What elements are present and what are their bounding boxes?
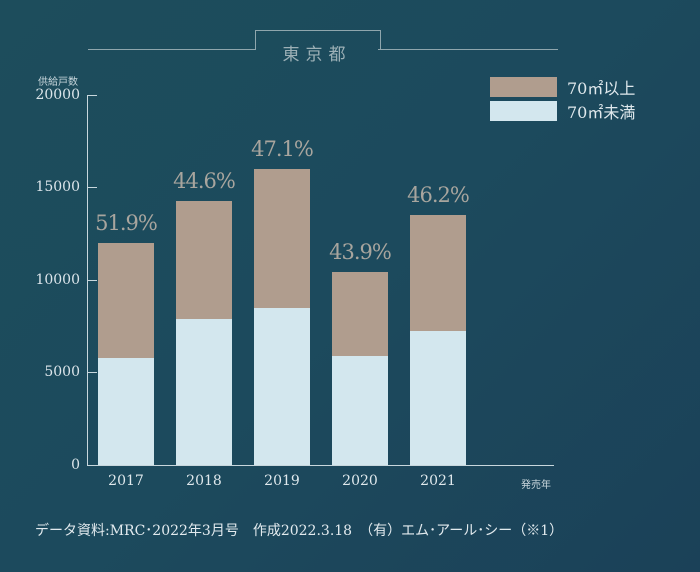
y-tick — [87, 280, 97, 281]
bar-2020 — [332, 272, 388, 465]
legend: 70㎡以上 70㎡未満 — [490, 75, 635, 123]
title-divider-left — [88, 49, 256, 50]
bar-2017 — [98, 243, 154, 465]
chart-title: 東京都 — [282, 45, 352, 65]
bar-segment-under-70 — [98, 358, 154, 465]
legend-swatch-under-70 — [490, 101, 557, 121]
legend-swatch-over-70 — [490, 77, 557, 97]
x-axis-label: 発売年 — [521, 480, 551, 491]
y-tick-label: 5000 — [44, 364, 80, 380]
legend-item-under-70: 70㎡未満 — [490, 99, 635, 123]
bar-segment-under-70 — [176, 318, 232, 465]
bar-segment-over-70 — [332, 272, 388, 357]
percentage-label: 47.1% — [251, 137, 314, 161]
bar-segment-over-70 — [98, 243, 154, 359]
y-tick-label: 10000 — [35, 272, 80, 288]
bar-segment-under-70 — [410, 331, 466, 465]
bar-2018 — [176, 201, 232, 465]
title-box — [255, 30, 381, 50]
x-tick-label: 2018 — [186, 473, 222, 489]
y-tick-label: 0 — [71, 457, 80, 473]
percentage-label: 43.9% — [329, 240, 392, 265]
x-tick-label: 2020 — [342, 473, 378, 489]
percentage-label: 44.6% — [173, 169, 236, 193]
y-tick — [87, 95, 97, 96]
x-tick-label: 2021 — [420, 473, 456, 489]
y-axis-label: 供給戸数 — [38, 77, 78, 88]
bar-segment-over-70 — [254, 169, 310, 308]
legend-item-over-70: 70㎡以上 — [490, 75, 635, 99]
percentage-label: 46.2% — [407, 183, 470, 208]
bar-segment-over-70 — [176, 201, 232, 319]
y-tick — [87, 187, 97, 188]
bar-2021 — [410, 215, 466, 465]
bar-segment-under-70 — [332, 356, 388, 465]
bar-2019 — [254, 169, 310, 465]
x-tick-label: 2019 — [264, 473, 300, 489]
y-tick-label: 15000 — [35, 179, 80, 195]
x-axis — [87, 465, 554, 466]
percentage-label: 51.9% — [95, 211, 158, 235]
x-tick-label: 2017 — [108, 473, 144, 489]
source-footnote: データ資料:MRC･2022年3月号 作成2022.3.18 （有）エム･アール… — [35, 523, 564, 539]
y-tick-label: 20000 — [35, 87, 80, 103]
title-divider-right — [378, 49, 558, 50]
bar-segment-under-70 — [254, 307, 310, 465]
legend-label: 70㎡未満 — [567, 103, 636, 122]
legend-label: 70㎡以上 — [567, 79, 636, 98]
y-tick — [87, 372, 97, 373]
bar-segment-over-70 — [410, 215, 466, 332]
title-frame — [88, 30, 558, 50]
